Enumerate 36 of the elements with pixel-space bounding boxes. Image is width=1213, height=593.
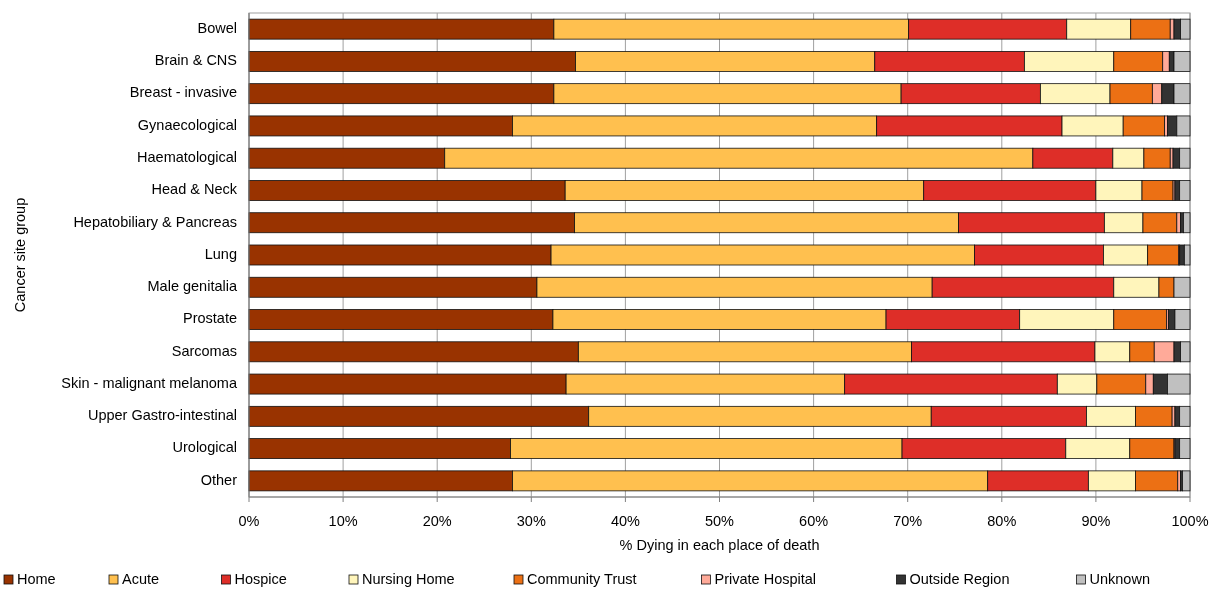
y-tick-label: Upper Gastro-intestinal xyxy=(87,407,237,424)
legend-label: Hospice xyxy=(234,570,287,587)
x-tick-label: 60% xyxy=(799,512,829,529)
legend-label: Home xyxy=(17,570,56,587)
y-tick-label: Other xyxy=(200,471,238,488)
y-axis-title: Cancer site group xyxy=(11,197,28,313)
y-tick-label: Breast - invasive xyxy=(129,84,237,101)
y-tick-label: Prostate xyxy=(183,310,237,327)
y-tick-label: Brain & CNS xyxy=(154,52,237,69)
legend-label: Outside Region xyxy=(909,570,1010,587)
x-tick-label: 40% xyxy=(610,512,641,529)
y-tick-label: Hepatobiliary & Pancreas xyxy=(73,213,237,230)
legend-label: Private Hospital xyxy=(714,570,817,587)
y-tick-label: Head & Neck xyxy=(151,181,238,198)
y-tick-label: Male genitalia xyxy=(147,278,238,295)
x-tick-label: 30% xyxy=(516,512,546,529)
y-tick-label: Bowel xyxy=(197,19,237,36)
y-tick-label: Skin - malignant melanoma xyxy=(61,374,238,391)
x-tick-label: 20% xyxy=(422,512,452,529)
x-tick-label: 100% xyxy=(1171,512,1209,529)
y-tick-label: Gynaecological xyxy=(137,116,237,133)
x-tick-label: 90% xyxy=(1081,512,1111,529)
legend-label: Acute xyxy=(122,570,160,587)
legend-label: Nursing Home xyxy=(362,570,455,587)
y-tick-label: Haematological xyxy=(137,149,237,166)
x-tick-label: 80% xyxy=(987,512,1017,529)
legend-label: Community Trust xyxy=(527,570,637,587)
x-tick-label: 0% xyxy=(238,512,260,529)
y-tick-label: Sarcomas xyxy=(171,342,237,359)
legend-label: Unknown xyxy=(1089,570,1150,587)
x-tick-label: 70% xyxy=(893,512,923,529)
x-axis-title: % Dying in each place of death xyxy=(619,536,820,553)
y-tick-label: Urological xyxy=(172,439,237,456)
x-tick-label: 50% xyxy=(704,512,735,529)
y-tick-label: Lung xyxy=(204,245,237,262)
x-tick-label: 10% xyxy=(328,512,358,529)
